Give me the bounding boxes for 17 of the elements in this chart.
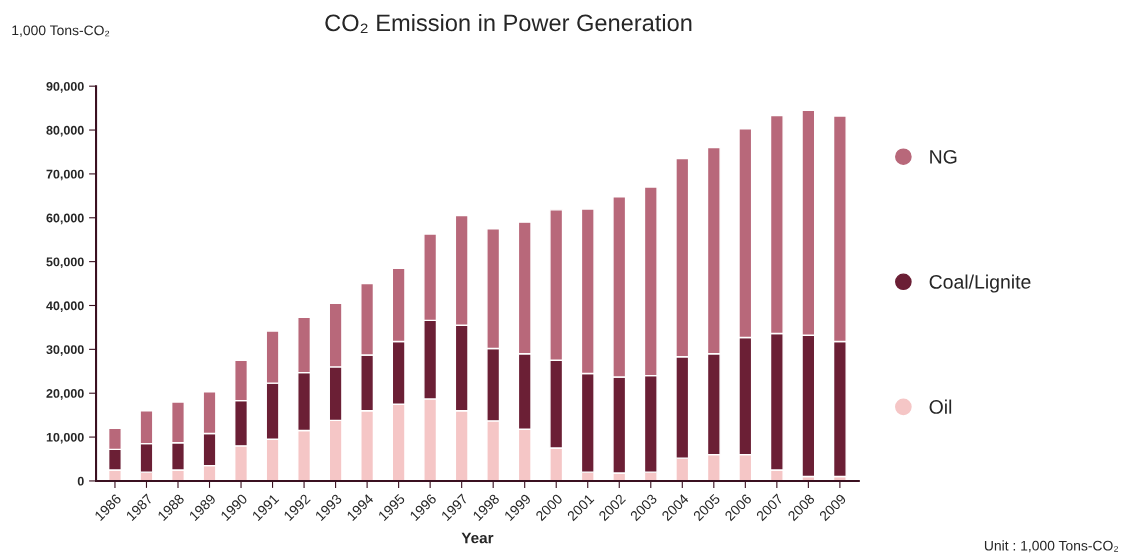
y-tick-label: 50,000	[46, 257, 84, 269]
legend-label: Oil	[929, 399, 952, 414]
chart-title: CO₂ Emission in Power Generation	[325, 13, 692, 34]
legend-label: Coal/Lignite	[929, 274, 1031, 293]
y-tick-label: 40,000	[46, 301, 84, 312]
y-tick-label: 80,000	[46, 125, 84, 137]
y-axis-title: 1,000 Tons-CO₂	[12, 25, 110, 37]
legend-label: NG	[930, 149, 957, 164]
y-tick-label: 20,000	[46, 389, 84, 400]
y-tick-label: 0	[77, 476, 84, 486]
text: Unit : 1,000 Tons-CO₂	[984, 540, 1119, 553]
y-tick-label: 70,000	[46, 169, 84, 181]
x-axis-title: Year	[461, 532, 494, 544]
y-tick-label: 30,000	[46, 345, 84, 356]
y-tick-label: 10,000	[46, 432, 84, 444]
y-tick-label: 90,000	[46, 81, 84, 93]
y-tick-label: 60,000	[46, 213, 84, 225]
